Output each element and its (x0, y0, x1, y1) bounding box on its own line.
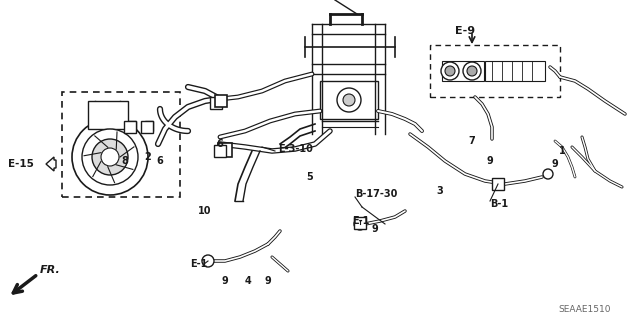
Text: 6: 6 (216, 139, 223, 149)
Bar (124, 121, 136, 133)
Bar (430, 45, 560, 97)
Bar (145, 121, 153, 131)
Text: E-9: E-9 (455, 26, 475, 36)
Text: E-3-10: E-3-10 (278, 144, 313, 154)
Text: 9: 9 (221, 276, 228, 286)
Text: SEAAE1510: SEAAE1510 (559, 305, 611, 314)
Text: FR.: FR. (40, 265, 61, 275)
Bar (214, 145, 226, 157)
Circle shape (343, 94, 355, 106)
Bar (62, 92, 180, 197)
Circle shape (72, 119, 148, 195)
Text: 10: 10 (198, 206, 212, 216)
Text: 5: 5 (307, 172, 314, 182)
Text: E-1: E-1 (352, 216, 369, 226)
Circle shape (82, 129, 138, 185)
Bar (210, 97, 222, 109)
Text: 3: 3 (436, 186, 444, 196)
Text: 6: 6 (157, 156, 163, 166)
Text: 9: 9 (264, 276, 271, 286)
Text: 7: 7 (468, 136, 476, 146)
Circle shape (467, 66, 477, 76)
Text: 9: 9 (372, 224, 378, 234)
Bar (442, 61, 484, 81)
Text: 8: 8 (122, 156, 129, 166)
Circle shape (101, 148, 119, 166)
Circle shape (463, 62, 481, 80)
Circle shape (92, 139, 128, 175)
Bar (320, 81, 378, 119)
FancyArrow shape (46, 157, 56, 171)
Circle shape (337, 88, 361, 112)
Text: E-1: E-1 (190, 259, 207, 269)
Bar (218, 143, 232, 157)
Circle shape (493, 179, 503, 189)
Bar (141, 121, 153, 133)
Circle shape (543, 169, 553, 179)
Circle shape (354, 218, 366, 230)
Circle shape (202, 255, 214, 267)
Circle shape (445, 66, 455, 76)
Text: 4: 4 (244, 276, 252, 286)
Text: 2: 2 (145, 152, 152, 162)
Text: E-15: E-15 (8, 159, 34, 169)
Text: 1: 1 (559, 146, 565, 156)
Bar (492, 178, 504, 190)
Bar (354, 217, 366, 229)
Text: B-17-30: B-17-30 (355, 189, 397, 199)
Bar (485, 61, 545, 81)
Text: 9: 9 (486, 156, 493, 166)
Bar (128, 121, 136, 131)
Bar (88, 101, 128, 129)
Circle shape (441, 62, 459, 80)
Text: 9: 9 (552, 159, 558, 169)
Bar (215, 95, 227, 107)
Text: B-1: B-1 (490, 199, 508, 209)
